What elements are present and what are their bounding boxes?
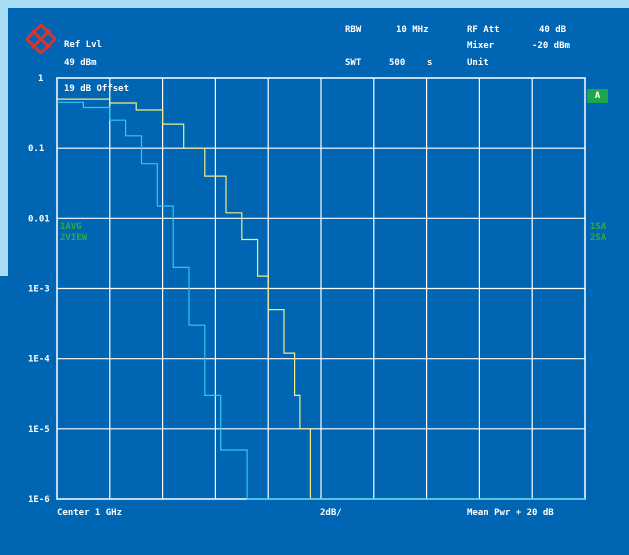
rbw-label: RBW	[345, 25, 362, 35]
right-trace-label-2: 2SA	[590, 233, 607, 243]
left-trace-label-2: 2VIEW	[60, 233, 88, 243]
rf-att-value: 40 dB	[539, 25, 567, 35]
footer-mean-power: Mean Pwr + 20 dB	[467, 508, 554, 518]
chart-traces	[57, 98, 585, 500]
rf-att-label: RF Att	[467, 25, 500, 35]
y-tick-label: 1E-4	[28, 355, 50, 365]
y-tick-label: 1E-5	[28, 425, 50, 435]
rbw-value: 10 MHz	[396, 25, 429, 35]
y-tick-label: 1E-6	[28, 495, 50, 505]
swt-unit: s	[427, 58, 433, 68]
left-trace-label-1: 1AVG	[60, 222, 82, 232]
y-tick-labels: 1 0.1 0.01 1E-3 1E-4 1E-5 1E-6	[28, 74, 50, 505]
trace-a-badge[interactable]: A	[587, 89, 608, 103]
top-bar	[0, 0, 629, 8]
y-tick-label: 1E-3	[28, 285, 50, 295]
right-trace-label-1: 1SA	[590, 222, 607, 232]
unit-label: Unit	[467, 58, 489, 68]
trace-2-line	[57, 101, 585, 500]
y-tick-label: 0.1	[28, 144, 44, 154]
footer-center-frequency: Center 1 GHz	[57, 508, 123, 518]
swt-label: SWT	[345, 58, 362, 68]
offset-label: 19 dB Offset	[64, 84, 130, 94]
y-tick-label: 1	[38, 74, 43, 84]
trace-1-line	[57, 98, 585, 500]
mixer-value: -20 dBm	[532, 41, 570, 51]
ref-lvl-label: Ref Lvl	[64, 40, 102, 50]
chart-grid	[56, 77, 586, 500]
footer-scale: 2dB/	[320, 508, 342, 518]
mixer-label: Mixer	[467, 41, 495, 51]
left-strip	[0, 0, 8, 276]
rohde-schwarz-logo-icon	[26, 24, 56, 54]
swt-value: 500	[389, 58, 406, 68]
y-tick-label: 0.01	[28, 214, 50, 224]
ref-lvl-value: 49 dBm	[64, 58, 97, 68]
